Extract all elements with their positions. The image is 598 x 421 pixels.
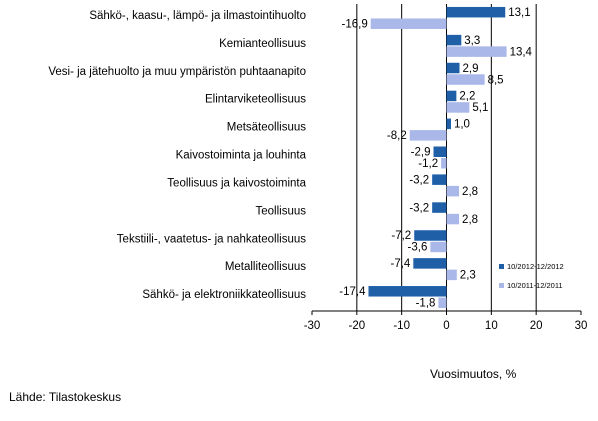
bar — [446, 90, 457, 102]
category-label: Elintarviketeollisuus — [205, 94, 306, 106]
data-label: 3,3 — [464, 35, 480, 47]
bar — [441, 158, 447, 169]
bars — [368, 6, 507, 309]
data-label: 2,8 — [462, 186, 478, 198]
bar — [446, 74, 485, 85]
category-label: Sähkö- ja elektroniikkateollisuus — [142, 289, 306, 301]
bar — [446, 6, 506, 18]
x-axis-title: Vuosimuutos, % — [430, 367, 517, 381]
bar — [438, 297, 447, 309]
legend-label: 10/2012-12/2012 — [507, 262, 564, 271]
bar — [446, 62, 460, 74]
legend: 10/2012-12/2012 10/2011-12/2011 — [499, 262, 564, 290]
x-axis: -30 -20 -10 0 10 20 30 — [304, 310, 588, 332]
category-label: Teollisuus ja kaivostoiminta — [167, 177, 306, 189]
data-label: 2,2 — [459, 91, 475, 103]
value-labels: 13,1-16,93,313,42,98,52,25,11,0-8,2-2,9-… — [339, 7, 532, 310]
x-tick-label: 20 — [530, 320, 543, 332]
category-label: Vesi- ja jätehuolto ja muu ympäristön pu… — [48, 66, 306, 78]
legend-swatch — [499, 283, 504, 288]
data-label: -1,2 — [418, 158, 438, 170]
x-tick-label: 30 — [575, 320, 588, 332]
data-label: -3,6 — [408, 242, 428, 254]
source-note: Lähde: Tilastokeskus — [9, 390, 122, 404]
bar — [430, 241, 447, 253]
legend-label: 10/2011-12/2011 — [507, 281, 563, 290]
data-label: -17,4 — [339, 286, 366, 298]
bar — [446, 213, 460, 225]
data-label: 13,1 — [508, 7, 530, 19]
category-label: Kemianteollisuus — [219, 38, 306, 50]
data-label: -16,9 — [342, 18, 368, 30]
data-label: -3,2 — [409, 174, 429, 186]
bar — [414, 230, 447, 241]
category-label: Tekstiili-, vaatetus- ja nahkateollisuus — [117, 233, 306, 245]
data-label: -3,2 — [409, 202, 429, 214]
data-label: -8,2 — [387, 130, 407, 142]
category-label: Teollisuus — [256, 205, 307, 217]
category-label: Metalliteollisuus — [225, 261, 306, 273]
bar — [446, 46, 507, 57]
bar — [370, 18, 447, 29]
x-tick-label: -30 — [304, 320, 321, 332]
data-label: 2,8 — [462, 214, 478, 226]
data-label: 2,9 — [463, 63, 479, 75]
bar — [432, 202, 447, 213]
category-labels: Sähkö-, kaasu-, lämpö- ja ilmastointihuo… — [48, 10, 306, 301]
category-label: Sähkö-, kaasu-, lämpö- ja ilmastointihuo… — [89, 10, 306, 22]
x-tick-label: 0 — [443, 320, 449, 332]
bar — [446, 269, 457, 281]
bar — [446, 118, 451, 130]
bar — [446, 185, 460, 197]
data-label: -7,2 — [391, 230, 411, 242]
bar — [409, 130, 447, 141]
data-label: 13,4 — [510, 46, 533, 58]
bar — [368, 286, 447, 297]
data-label: 5,1 — [472, 102, 488, 114]
bar — [446, 34, 462, 46]
data-label: 1,0 — [454, 119, 470, 131]
data-label: 8,5 — [488, 74, 504, 86]
data-label: -7,4 — [390, 258, 410, 270]
category-label: Kaivostoiminta ja louhinta — [176, 150, 307, 162]
data-label: -1,8 — [416, 298, 436, 310]
category-label: Metsäteollisuus — [227, 122, 307, 134]
legend-swatch — [499, 264, 504, 269]
bar — [433, 146, 447, 157]
x-tick-label: 10 — [485, 320, 498, 332]
bar — [432, 174, 447, 185]
data-label: -2,9 — [411, 147, 431, 159]
bar — [413, 258, 447, 269]
x-tick-label: -10 — [393, 320, 410, 332]
x-tick-label: -20 — [349, 320, 366, 332]
bar — [446, 102, 470, 113]
data-label: 2,3 — [460, 270, 476, 282]
